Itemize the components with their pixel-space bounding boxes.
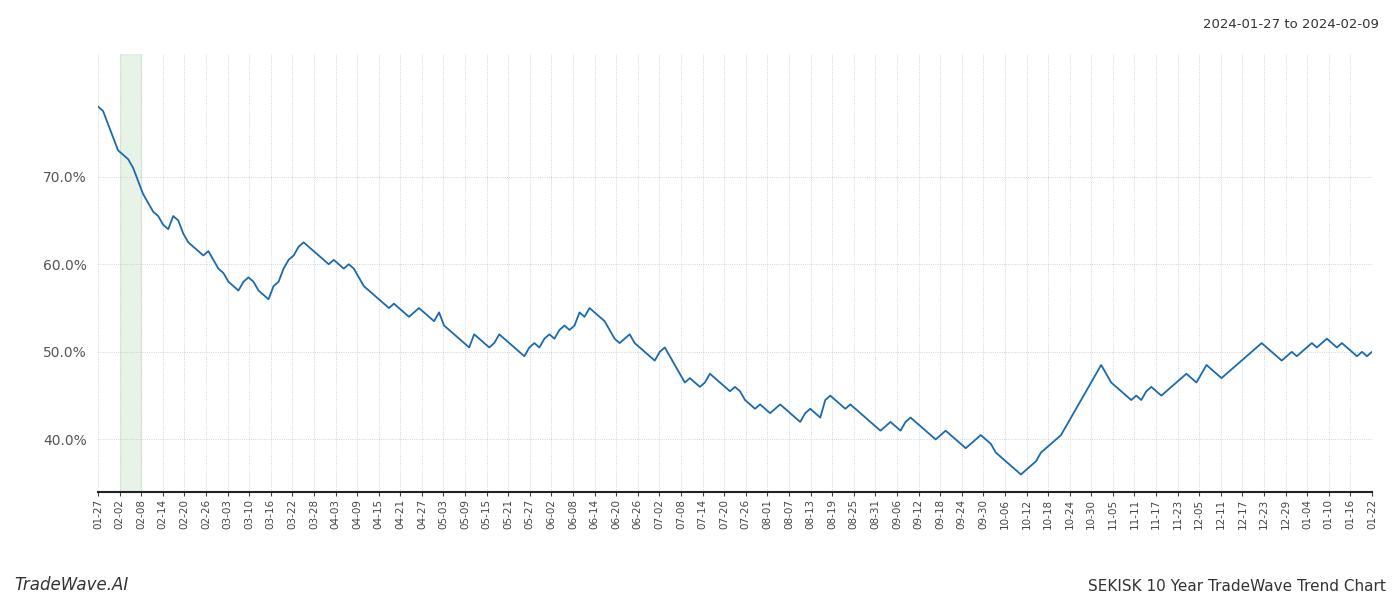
Text: SEKISK 10 Year TradeWave Trend Chart: SEKISK 10 Year TradeWave Trend Chart [1088,579,1386,594]
Text: TradeWave.AI: TradeWave.AI [14,576,129,594]
Bar [119,54,141,492]
Text: 2024-01-27 to 2024-02-09: 2024-01-27 to 2024-02-09 [1203,18,1379,31]
